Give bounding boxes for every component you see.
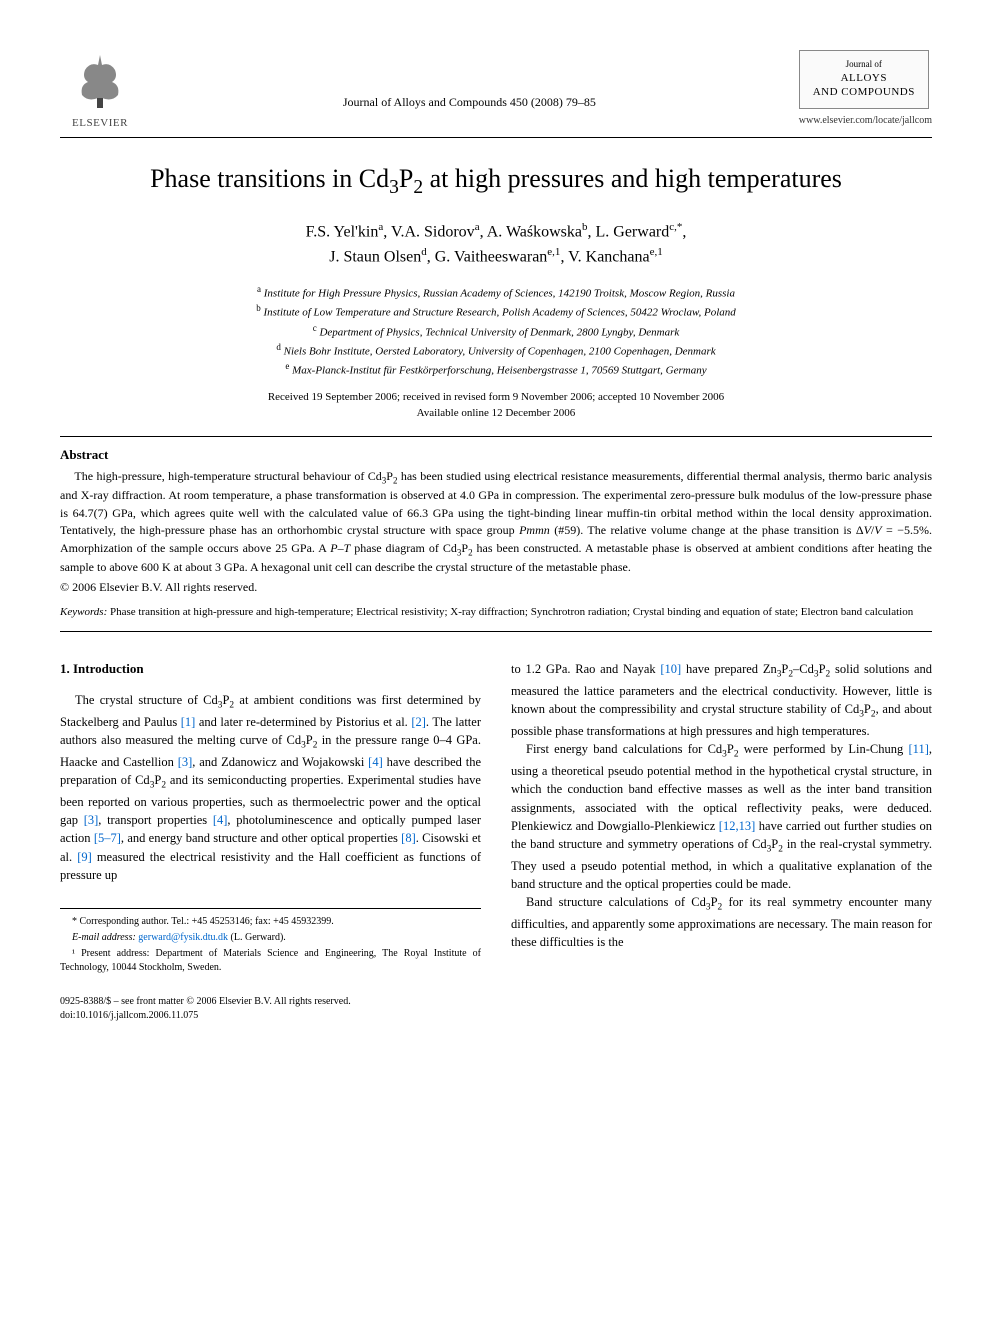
ref-10[interactable]: [10] (660, 662, 681, 676)
abstract-heading: Abstract (60, 447, 932, 463)
column-right: to 1.2 GPa. Rao and Nayak [10] have prep… (511, 660, 932, 1023)
intro-para-3: Band structure calculations of Cd3P2 for… (511, 893, 932, 951)
affiliation-c: Department of Physics, Technical Univers… (319, 326, 679, 338)
intro-para-1: The crystal structure of Cd3P2 at ambien… (60, 691, 481, 884)
affiliation-d: Niels Bohr Institute, Oersted Laboratory… (284, 345, 716, 357)
ref-4b[interactable]: [4] (213, 813, 228, 827)
footnote-email: E-mail address: gerward@fysik.dtu.dk (L.… (60, 931, 481, 945)
footnote-present-address: ¹ Present address: Department of Materia… (60, 947, 481, 975)
journal-url: www.elsevier.com/locate/jallcom (799, 115, 932, 126)
affiliation-b: Institute of Low Temperature and Structu… (263, 307, 735, 319)
journal-logo-small: Journal of (806, 59, 922, 69)
ref-8[interactable]: [8] (401, 831, 416, 845)
dates-received: Received 19 September 2006; received in … (60, 389, 932, 406)
ref-9[interactable]: [9] (77, 850, 92, 864)
section-1-heading: 1. Introduction (60, 660, 481, 679)
keywords-label: Keywords: (60, 606, 107, 618)
ref-3b[interactable]: [3] (84, 813, 99, 827)
body-columns: 1. Introduction The crystal structure of… (60, 660, 932, 1023)
abstract-copyright: © 2006 Elsevier B.V. All rights reserved… (60, 580, 932, 595)
journal-logo-line1: ALLOYS (806, 71, 922, 85)
email-person: (L. Gerward). (231, 932, 286, 943)
footnote-corresponding: * Corresponding author. Tel.: +45 452531… (60, 915, 481, 929)
affiliations: a Institute for High Pressure Physics, R… (60, 283, 932, 379)
column-left: 1. Introduction The crystal structure of… (60, 660, 481, 1023)
header-divider (60, 137, 932, 138)
email-address[interactable]: gerward@fysik.dtu.dk (138, 932, 228, 943)
ref-1[interactable]: [1] (181, 715, 196, 729)
journal-logo-box: Journal of ALLOYS AND COMPOUNDS (799, 50, 929, 109)
article-dates: Received 19 September 2006; received in … (60, 389, 932, 422)
ref-11[interactable]: [11] (909, 742, 929, 756)
publisher-name: ELSEVIER (60, 117, 140, 129)
abstract-body: The high-pressure, high-temperature stru… (60, 468, 932, 576)
journal-logo-line2: AND COMPOUNDS (806, 85, 922, 99)
affiliation-a: Institute for High Pressure Physics, Rus… (264, 288, 735, 300)
affiliation-e: Max-Planck-Institut für Festkörperforsch… (292, 364, 706, 376)
ref-2[interactable]: [2] (411, 715, 426, 729)
intro-para-1-cont: to 1.2 GPa. Rao and Nayak [10] have prep… (511, 660, 932, 740)
header-row: ELSEVIER Journal of Alloys and Compounds… (60, 50, 932, 129)
issn-line: 0925-8388/$ – see front matter © 2006 El… (60, 995, 481, 1009)
dates-online: Available online 12 December 2006 (60, 405, 932, 422)
intro-para-2: First energy band calculations for Cd3P2… (511, 740, 932, 893)
keywords: Keywords: Phase transition at high-press… (60, 605, 932, 620)
email-label: E-mail address: (72, 932, 136, 943)
authors: F.S. Yel'kina, V.A. Sidorova, A. Waśkows… (60, 219, 932, 270)
keywords-text: Phase transition at high-pressure and hi… (110, 606, 913, 618)
ref-5-7[interactable]: [5–7] (94, 831, 121, 845)
article-title: Phase transitions in Cd3P2 at high press… (60, 162, 932, 201)
elsevier-logo: ELSEVIER (60, 50, 140, 129)
bottom-info: 0925-8388/$ – see front matter © 2006 El… (60, 995, 481, 1023)
ref-4[interactable]: [4] (368, 755, 383, 769)
ref-3[interactable]: [3] (178, 755, 193, 769)
abstract-bottom-divider (60, 631, 932, 632)
ref-12-13[interactable]: [12,13] (719, 819, 755, 833)
abstract-top-divider (60, 436, 932, 437)
footnotes: * Corresponding author. Tel.: +45 452531… (60, 908, 481, 975)
elsevier-tree-icon (70, 50, 130, 110)
journal-citation: Journal of Alloys and Compounds 450 (200… (140, 50, 799, 110)
journal-logo-column: Journal of ALLOYS AND COMPOUNDS www.else… (799, 50, 932, 129)
doi-line: doi:10.1016/j.jallcom.2006.11.075 (60, 1009, 481, 1023)
